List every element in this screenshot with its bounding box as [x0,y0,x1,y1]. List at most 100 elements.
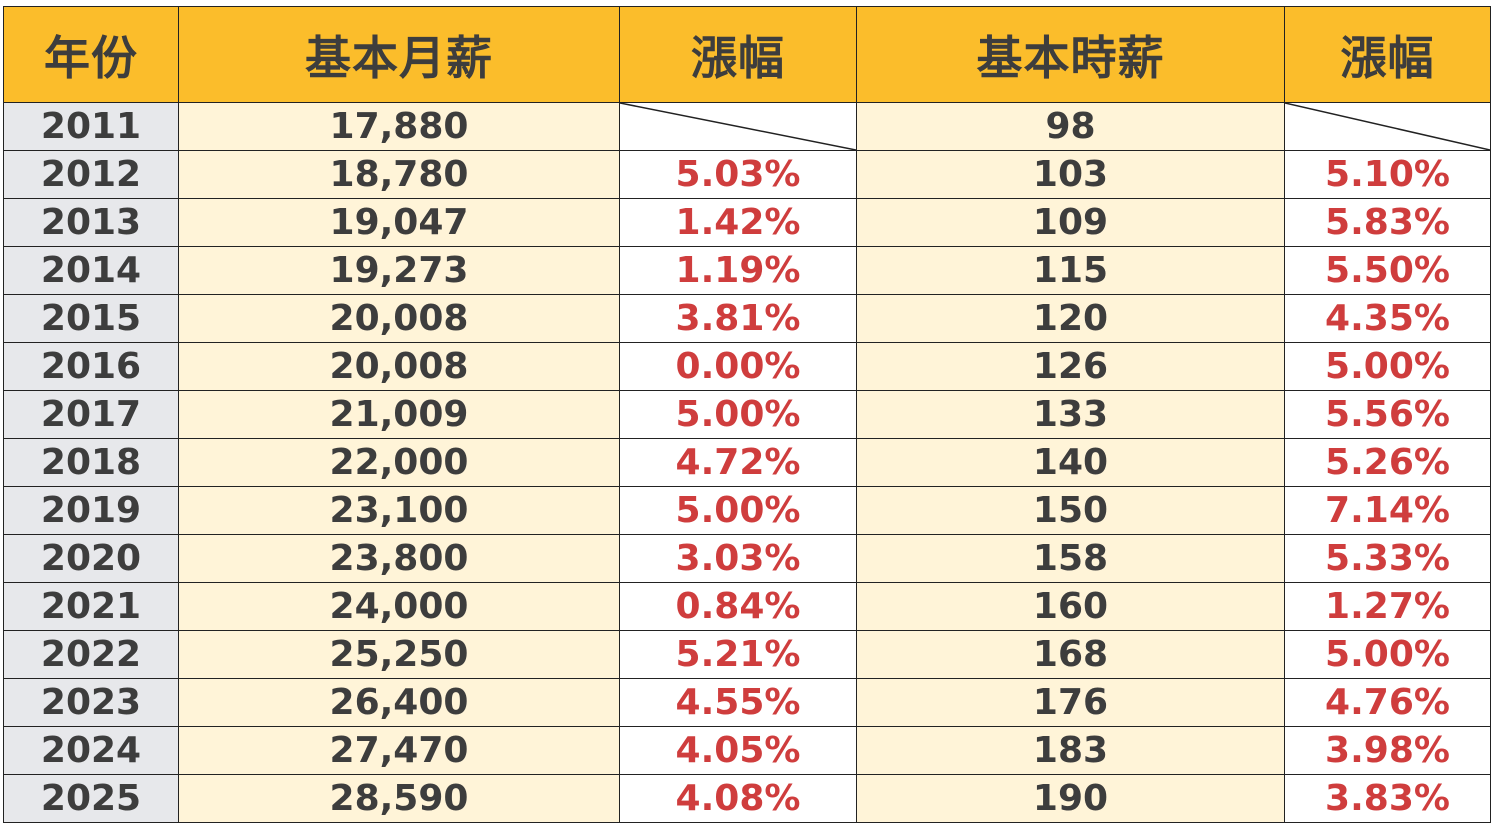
table-row: 2018 22,000 4.72% 140 5.26% [3,438,1491,487]
wage-table-container: 年份 基本月薪 漲幅 基本時薪 漲幅 2011 17,880 98 2012 18,78… [3,6,1491,830]
cell-monthly-wage: 18,780 [178,150,620,199]
table-row: 2020 23,800 3.03% 158 5.33% [3,534,1491,583]
diagonal-slash-mark [620,103,856,150]
cell-monthly-wage: 27,470 [178,726,620,775]
cell-hourly-wage: 109 [856,198,1285,247]
cell-monthly-wage: 20,008 [178,294,620,343]
cell-monthly-growth: 5.00% [619,486,857,535]
table-row: 2015 20,008 3.81% 120 4.35% [3,294,1491,343]
cell-year: 2021 [3,582,179,631]
cell-monthly-growth: 0.00% [619,342,857,391]
cell-hourly-wage: 103 [856,150,1285,199]
cell-monthly-growth: 4.08% [619,774,857,823]
cell-monthly-growth: 5.21% [619,630,857,679]
cell-hourly-growth: 5.00% [1284,342,1491,391]
header-row: 年份 基本月薪 漲幅 基本時薪 漲幅 [3,6,1491,103]
cell-year: 2020 [3,534,179,583]
cell-year: 2014 [3,246,179,295]
cell-year: 2025 [3,774,179,823]
cell-monthly-growth: 4.05% [619,726,857,775]
cell-hourly-wage: 168 [856,630,1285,679]
cell-hourly-wage: 98 [856,102,1285,151]
cell-monthly-wage: 22,000 [178,438,620,487]
cell-hourly-growth: 5.83% [1284,198,1491,247]
cell-hourly-growth: 4.35% [1284,294,1491,343]
cell-year: 2013 [3,198,179,247]
diagonal-slash-mark [1285,103,1490,150]
header-hourly-growth: 漲幅 [1284,6,1491,103]
table-row: 2023 26,400 4.55% 176 4.76% [3,678,1491,727]
table-row: 2016 20,008 0.00% 126 5.00% [3,342,1491,391]
cell-year: 2016 [3,342,179,391]
header-monthly-wage: 基本月薪 [178,6,620,103]
cell-year: 2024 [3,726,179,775]
table-row: 2019 23,100 5.00% 150 7.14% [3,486,1491,535]
wage-table: 年份 基本月薪 漲幅 基本時薪 漲幅 2011 17,880 98 2012 18,78… [3,6,1491,823]
cell-year: 2017 [3,390,179,439]
cell-hourly-growth: 3.98% [1284,726,1491,775]
cell-hourly-wage: 140 [856,438,1285,487]
cell-monthly-wage: 17,880 [178,102,620,151]
cell-hourly-wage: 158 [856,534,1285,583]
cell-monthly-growth: 4.55% [619,678,857,727]
cell-hourly-wage: 115 [856,246,1285,295]
table-row: 2012 18,780 5.03% 103 5.10% [3,150,1491,199]
table-row: 2022 25,250 5.21% 168 5.00% [3,630,1491,679]
cell-hourly-growth [1284,102,1491,151]
cell-hourly-growth: 5.26% [1284,438,1491,487]
cell-hourly-growth: 5.56% [1284,390,1491,439]
cell-monthly-growth [619,102,857,151]
cell-hourly-growth: 5.50% [1284,246,1491,295]
cell-monthly-wage: 20,008 [178,342,620,391]
cell-year: 2019 [3,486,179,535]
cell-monthly-wage: 21,009 [178,390,620,439]
header-year: 年份 [3,6,179,103]
header-monthly-growth: 漲幅 [619,6,857,103]
table-row: 2025 28,590 4.08% 190 3.83% [3,774,1491,823]
cell-monthly-wage: 23,800 [178,534,620,583]
cell-monthly-growth: 5.03% [619,150,857,199]
cell-hourly-growth: 3.83% [1284,774,1491,823]
cell-hourly-growth: 7.14% [1284,486,1491,535]
cell-year: 2011 [3,102,179,151]
cell-monthly-growth: 1.19% [619,246,857,295]
cell-monthly-growth: 1.42% [619,198,857,247]
cell-monthly-wage: 28,590 [178,774,620,823]
cell-hourly-wage: 126 [856,342,1285,391]
table-row: 2013 19,047 1.42% 109 5.83% [3,198,1491,247]
cell-hourly-wage: 150 [856,486,1285,535]
cell-hourly-wage: 183 [856,726,1285,775]
cell-hourly-wage: 160 [856,582,1285,631]
cell-monthly-growth: 4.72% [619,438,857,487]
cell-monthly-growth: 3.81% [619,294,857,343]
cell-hourly-growth: 5.00% [1284,630,1491,679]
cell-monthly-growth: 3.03% [619,534,857,583]
cell-year: 2015 [3,294,179,343]
cell-monthly-growth: 5.00% [619,390,857,439]
cell-hourly-growth: 4.76% [1284,678,1491,727]
cell-hourly-wage: 190 [856,774,1285,823]
cell-monthly-wage: 19,273 [178,246,620,295]
cell-monthly-wage: 26,400 [178,678,620,727]
cell-monthly-wage: 25,250 [178,630,620,679]
header-hourly-wage: 基本時薪 [856,6,1285,103]
table-row: 2011 17,880 98 [3,102,1491,151]
table-row: 2021 24,000 0.84% 160 1.27% [3,582,1491,631]
table-row: 2024 27,470 4.05% 183 3.98% [3,726,1491,775]
cell-hourly-growth: 5.10% [1284,150,1491,199]
cell-monthly-growth: 0.84% [619,582,857,631]
table-row: 2017 21,009 5.00% 133 5.56% [3,390,1491,439]
cell-year: 2018 [3,438,179,487]
cell-year: 2022 [3,630,179,679]
cell-hourly-wage: 176 [856,678,1285,727]
cell-hourly-wage: 120 [856,294,1285,343]
cell-hourly-wage: 133 [856,390,1285,439]
cell-hourly-growth: 1.27% [1284,582,1491,631]
cell-hourly-growth: 5.33% [1284,534,1491,583]
cell-monthly-wage: 23,100 [178,486,620,535]
table-row: 2014 19,273 1.19% 115 5.50% [3,246,1491,295]
cell-year: 2012 [3,150,179,199]
cell-monthly-wage: 24,000 [178,582,620,631]
cell-monthly-wage: 19,047 [178,198,620,247]
cell-year: 2023 [3,678,179,727]
